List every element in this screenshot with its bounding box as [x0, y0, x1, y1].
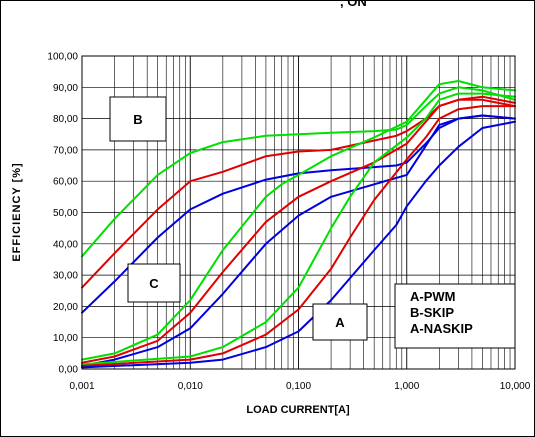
- x-tick-label: 0,001: [69, 381, 94, 392]
- x-tick-label: 0,010: [178, 381, 203, 392]
- legend-line-1: A-PWM: [410, 289, 456, 304]
- y-tick-label: 40,00: [53, 239, 78, 250]
- y-tick-label: 70,00: [53, 145, 78, 156]
- y-tick-label: 90,00: [53, 83, 78, 94]
- x-tick-label: 1,000: [394, 381, 419, 392]
- legend-box: A-PWM B-SKIP A-NASKIP: [394, 283, 516, 349]
- series-line-c-blue-2: [81, 114, 516, 314]
- series-lines: [81, 80, 516, 369]
- series-line-a-red-7: [81, 105, 516, 367]
- x-tick-label: 10,000: [500, 381, 531, 392]
- region-box-a: A: [312, 303, 368, 341]
- x-axis-label: LOAD CURRENT[A]: [246, 404, 350, 416]
- series-line-b-green-0: [81, 86, 516, 258]
- y-tick-label: 50,00: [53, 208, 78, 219]
- region-label-c: C: [149, 276, 159, 291]
- series-line-a-green-3: [81, 80, 516, 361]
- region-label-a: A: [335, 315, 345, 330]
- legend-line-2: B-SKIP: [410, 305, 454, 320]
- x-tick-label: 0,100: [286, 381, 311, 392]
- legend-line-3: A-NASKIP: [410, 321, 473, 336]
- region-label-b: B: [133, 112, 142, 127]
- header-fragment: , ON: [340, 0, 367, 9]
- y-tick-label: 100,00: [47, 52, 78, 63]
- tick-labels: 0,0010,0020,0030,0040,0050,0060,0070,008…: [47, 52, 530, 393]
- series-line-a-blue-8: [81, 120, 516, 369]
- y-tick-label: 0,00: [59, 365, 79, 376]
- y-tick-label: 20,00: [53, 302, 78, 313]
- y-axis-label: EFFICIENCY [%]: [11, 162, 23, 261]
- region-box-b: B: [109, 96, 167, 142]
- series-line-a-red-4: [81, 98, 516, 364]
- y-tick-label: 60,00: [53, 177, 78, 188]
- plot-border: [81, 55, 516, 370]
- region-box-c: C: [127, 263, 181, 303]
- series-line-a-blue-5: [81, 114, 516, 367]
- y-tick-label: 80,00: [53, 114, 78, 125]
- y-tick-label: 30,00: [53, 271, 78, 282]
- y-tick-label: 10,00: [53, 333, 78, 344]
- series-line-a-green-6: [81, 92, 516, 366]
